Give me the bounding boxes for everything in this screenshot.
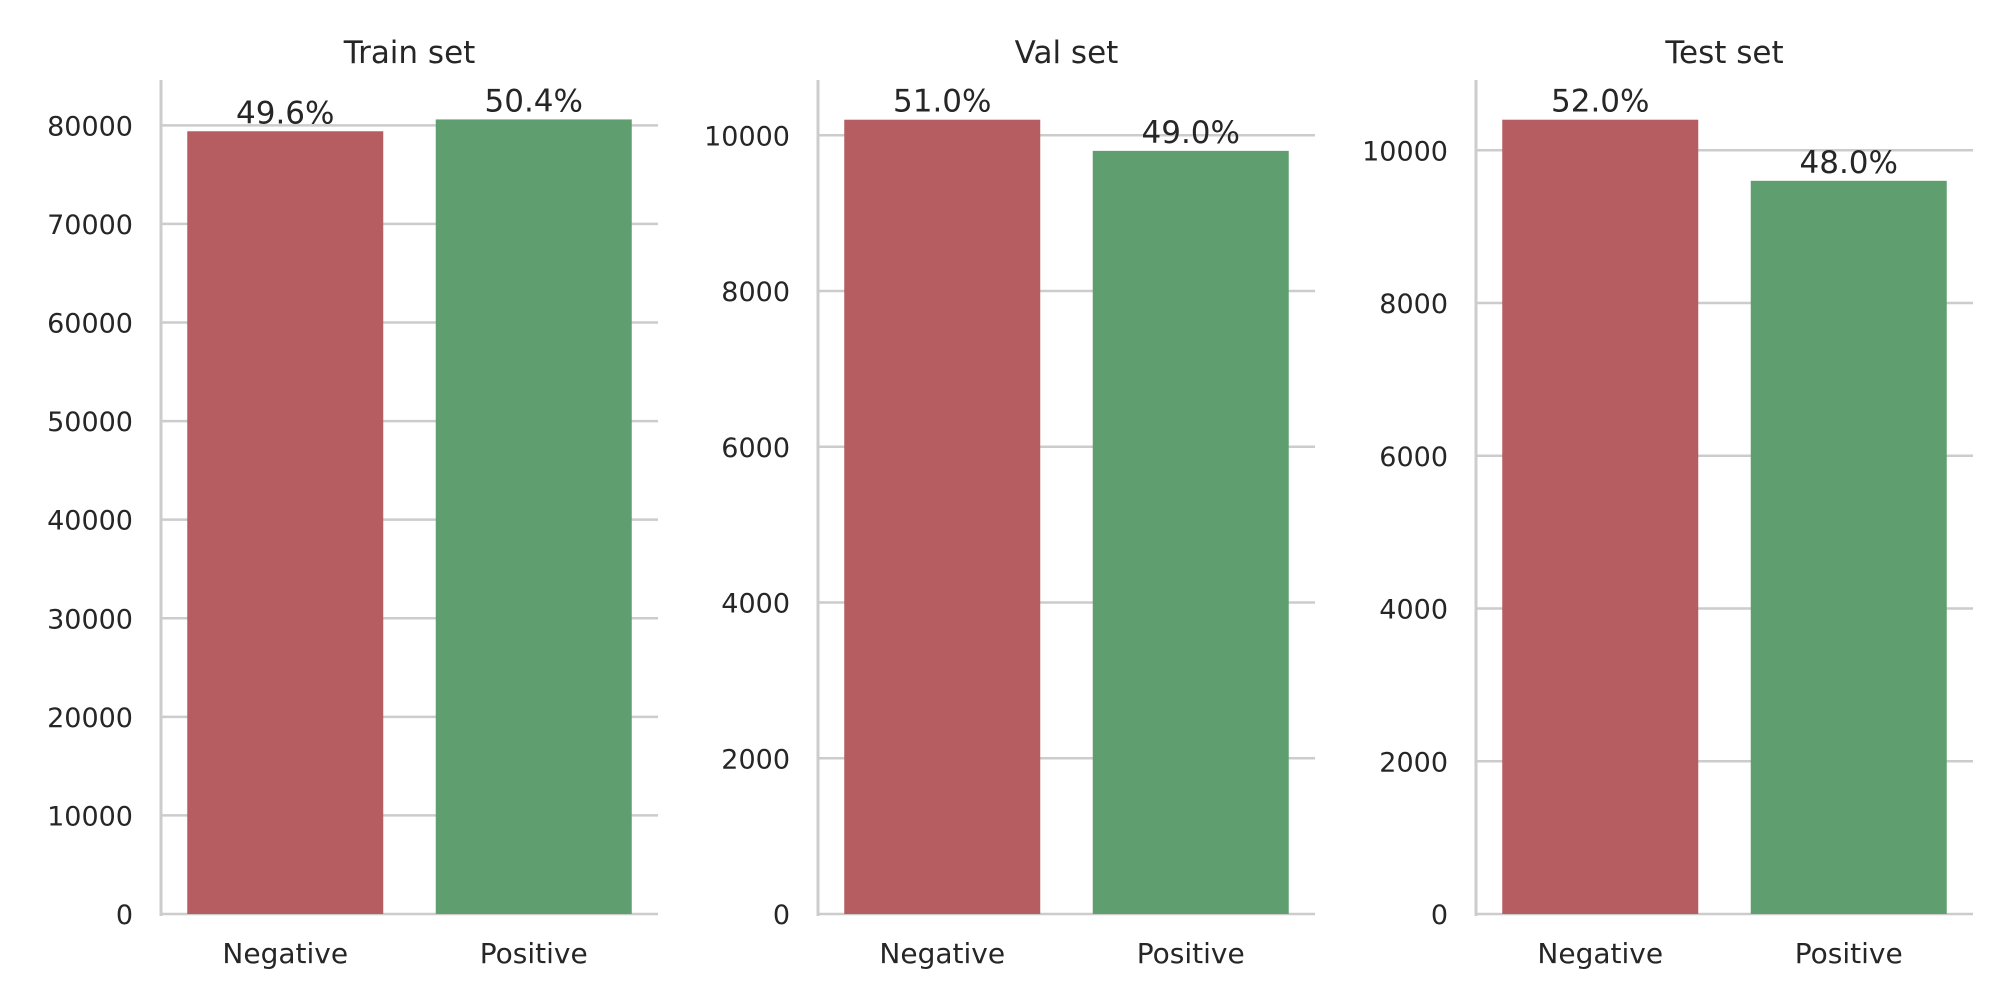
y-tick-label: 20000 — [47, 703, 133, 734]
data-label: 52.0% — [1551, 84, 1649, 120]
bar-positive — [435, 119, 632, 915]
x-tick-label: Positive — [1137, 937, 1245, 970]
y-tick-label: 60000 — [47, 309, 133, 340]
y-tick-label: 2000 — [1379, 747, 1448, 778]
y-tick-label: 10000 — [704, 121, 790, 152]
data-label: 50.4% — [485, 83, 583, 119]
bar-negative — [187, 131, 384, 915]
chart-title: Test set — [1664, 35, 1783, 71]
bar-positive — [1750, 180, 1947, 915]
data-label: 49.6% — [236, 95, 334, 131]
y-tick-label: 8000 — [1379, 289, 1448, 320]
chart-panel-2: 0 2000 4000 6000 8000 10000 51.0% Negative 49.0%… — [704, 35, 1315, 970]
data-label: 48.0% — [1800, 145, 1898, 181]
bar-positive — [1092, 150, 1289, 915]
x-tick-label: Negative — [879, 937, 1005, 970]
chart-title: Train set — [343, 35, 476, 71]
data-label: 49.0% — [1142, 115, 1240, 151]
y-tick-label: 30000 — [47, 604, 133, 635]
bar-negative — [1502, 119, 1699, 914]
data-label: 51.0% — [893, 84, 991, 120]
y-tick-label: 80000 — [47, 111, 133, 142]
x-tick-label: Negative — [222, 937, 348, 970]
x-tick-label: Positive — [1795, 937, 1903, 970]
y-tick-label: 0 — [773, 900, 790, 931]
y-tick-label: 6000 — [721, 433, 790, 464]
y-tick-label: 6000 — [1379, 442, 1448, 473]
y-tick-label: 10000 — [1362, 136, 1448, 167]
y-tick-label: 40000 — [47, 506, 133, 537]
y-tick-label: 10000 — [47, 801, 133, 832]
chart-title: Val set — [1015, 35, 1119, 71]
y-tick-label: 50000 — [47, 407, 133, 438]
y-tick-label: 4000 — [1379, 595, 1448, 626]
y-tick-label: 2000 — [721, 744, 790, 775]
y-tick-label: 4000 — [721, 589, 790, 620]
x-tick-label: Positive — [480, 937, 588, 970]
bar-negative — [844, 119, 1041, 914]
y-tick-label: 70000 — [47, 210, 133, 241]
y-tick-label: 0 — [1431, 900, 1448, 931]
y-tick-label: 0 — [116, 900, 133, 931]
chart-panel-3: 0 2000 4000 6000 8000 10000 52.0% Negative 48.0%… — [1362, 35, 1973, 970]
x-tick-label: Negative — [1537, 937, 1663, 970]
y-tick-label: 8000 — [721, 277, 790, 308]
chart-panel-1: 0 10000 20000 30000 40000 50000 60000 70000 8000… — [47, 35, 658, 970]
